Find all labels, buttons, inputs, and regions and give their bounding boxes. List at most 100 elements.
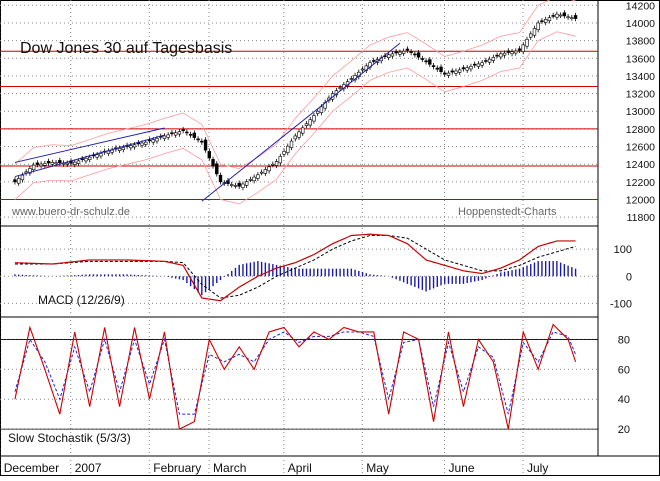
candle-body (132, 144, 137, 148)
candle-body (540, 20, 544, 23)
candle-body (390, 53, 395, 57)
candle-body (200, 140, 204, 143)
candle-body (484, 60, 488, 62)
candle-body (525, 39, 529, 47)
candle-body (543, 19, 548, 23)
candle-body (424, 60, 428, 63)
candle-body (372, 60, 376, 62)
x-tick-label: June (449, 461, 475, 475)
price-tick-label: 12200 (626, 177, 655, 189)
price-tick-label: 12600 (626, 142, 655, 154)
candle-body (215, 163, 219, 175)
candle-body (274, 161, 279, 166)
stoch-tick-label: 60 (618, 364, 630, 376)
candle-body (256, 174, 260, 179)
source-right: Hoppenstedt-Charts (458, 206, 557, 218)
macd-line (14, 233, 576, 302)
candle-body (551, 15, 555, 17)
candle-body (31, 164, 36, 171)
candle-body (241, 183, 245, 188)
candle-body (499, 53, 503, 58)
candle-body (308, 119, 312, 126)
price-tick-label: 13000 (626, 106, 655, 118)
candle-body (46, 160, 51, 164)
source-left: www.buero-dr-schulz.de (11, 206, 130, 218)
candle-body (267, 166, 271, 172)
trend-line (14, 127, 165, 163)
candle-body (121, 147, 126, 150)
candle-body (431, 65, 436, 68)
trend-line (201, 42, 401, 202)
candle-body (428, 59, 432, 65)
candle-body (286, 145, 290, 153)
candle-body (450, 70, 454, 73)
candle-body (409, 51, 413, 53)
price-tick-label: 12000 (626, 195, 655, 207)
candle-body (289, 140, 294, 148)
candle-body (529, 33, 533, 38)
candle-body (349, 78, 354, 80)
candle-body (218, 174, 223, 183)
candle-body (413, 53, 417, 56)
stoch-d-line (14, 331, 577, 415)
stoch-tick-label: 40 (618, 394, 630, 406)
x-tick-label: 2007 (75, 461, 102, 475)
x-tick-label: February (153, 461, 201, 475)
macd-tick-label: -100 (610, 298, 632, 310)
macd-tick-label: 0 (626, 271, 632, 283)
candle-body (177, 131, 182, 135)
candle-body (293, 135, 297, 140)
x-tick-label: December (4, 461, 59, 475)
candle-body (458, 69, 462, 73)
stoch-tick-label: 20 (618, 424, 630, 436)
macd-panel: 100 0 -100 (14, 233, 632, 310)
candle-body (203, 139, 208, 151)
candle-body (252, 176, 256, 182)
candle-body (129, 145, 133, 149)
candle-body (562, 12, 567, 17)
candle-body (510, 51, 514, 55)
candle-body (454, 70, 458, 74)
candle-body (259, 171, 264, 174)
candle-body (39, 163, 43, 167)
candle-body (394, 51, 398, 54)
upper-band (14, 0, 576, 170)
candle-body (117, 148, 122, 151)
candle-body (476, 63, 481, 67)
candle-body (555, 13, 559, 18)
candle-body (170, 132, 174, 135)
candle-body (480, 62, 484, 66)
candle-body (282, 151, 286, 155)
stochastic-panel: 80 60 40 20 (0, 323, 630, 436)
candle-body (88, 156, 92, 161)
price-tick-label: 13600 (626, 53, 655, 65)
candle-body (263, 169, 268, 174)
candle-body (147, 139, 152, 142)
candle-body (514, 50, 518, 54)
candle-body (211, 159, 215, 167)
candle-body (472, 63, 477, 66)
signal-line (14, 235, 576, 299)
candle-body (155, 138, 159, 142)
candle-body (495, 54, 499, 57)
candle-body (566, 16, 570, 19)
candle-body (487, 58, 492, 63)
price-tick-label: 12400 (626, 159, 655, 171)
candle-body (271, 163, 275, 166)
candle-body (315, 110, 320, 114)
x-tick-label: July (527, 461, 548, 475)
candle-body (185, 131, 189, 134)
candle-body (99, 153, 103, 157)
candle-body (16, 178, 21, 184)
candle-body (443, 72, 447, 75)
candle-body (84, 158, 88, 162)
candle-body (536, 22, 540, 31)
candle-body (465, 67, 469, 71)
candle-body (76, 160, 81, 164)
candle-body (301, 127, 305, 134)
stoch-k-line (14, 323, 577, 430)
candle-body (50, 162, 55, 165)
